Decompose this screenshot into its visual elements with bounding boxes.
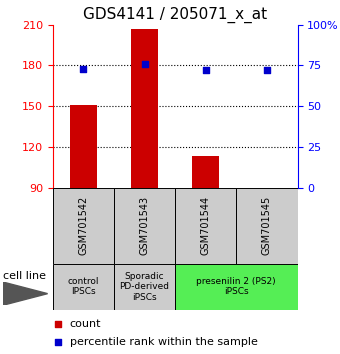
Bar (114, 264, 175, 310)
Point (264, 68, 270, 73)
Text: GSM701545: GSM701545 (262, 196, 272, 255)
Bar (53, 188, 114, 264)
Point (81, 66, 86, 72)
Text: Sporadic
PD-derived
iPSCs: Sporadic PD-derived iPSCs (119, 272, 170, 302)
Point (142, 61, 147, 67)
Text: count: count (70, 319, 101, 329)
Point (55, 321, 60, 327)
Bar (175, 188, 236, 264)
Text: cell line: cell line (3, 271, 46, 281)
Text: percentile rank within the sample: percentile rank within the sample (70, 337, 258, 347)
Bar (131, 29, 158, 188)
Point (203, 68, 208, 73)
Text: GSM701542: GSM701542 (78, 196, 88, 255)
Text: presenilin 2 (PS2)
iPSCs: presenilin 2 (PS2) iPSCs (197, 277, 276, 296)
Bar (53, 264, 114, 310)
Bar (70, 105, 97, 188)
Text: GSM701544: GSM701544 (201, 196, 211, 255)
Text: control
IPSCs: control IPSCs (68, 277, 99, 296)
Bar (175, 264, 298, 310)
Text: GSM701543: GSM701543 (139, 196, 150, 255)
Point (55, 339, 60, 344)
Bar (236, 188, 298, 264)
Bar (192, 156, 220, 188)
Title: GDS4141 / 205071_x_at: GDS4141 / 205071_x_at (83, 7, 267, 23)
Polygon shape (3, 282, 48, 305)
Bar (114, 188, 175, 264)
